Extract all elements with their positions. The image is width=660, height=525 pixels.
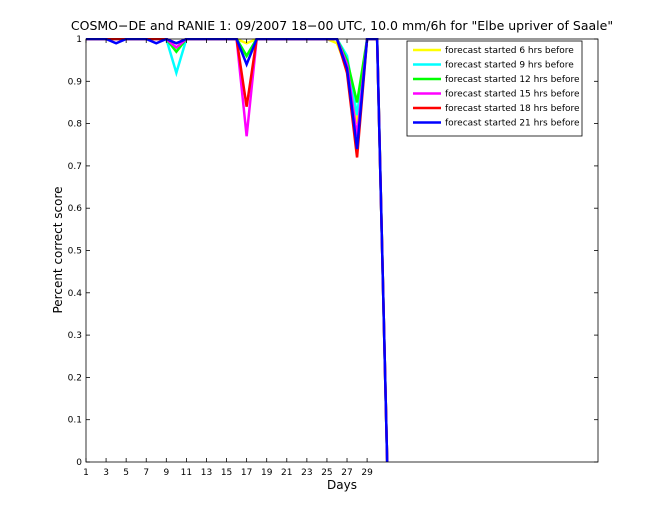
x-tick-label: 25 (321, 468, 332, 478)
x-axis-label: Days (327, 478, 357, 492)
x-tick-label: 7 (143, 468, 149, 478)
legend-label: forecast started 15 hrs before (445, 90, 580, 100)
y-tick-label: 0.9 (68, 77, 83, 87)
series-line-6 (86, 38, 389, 463)
legend-label: forecast started 18 hrs before (445, 104, 580, 114)
y-tick-label: 0.8 (68, 120, 83, 130)
x-tick-label: 9 (163, 468, 169, 478)
y-tick-label: 1 (76, 35, 82, 45)
legend-label: forecast started 12 hrs before (445, 75, 580, 85)
axis-ticks: 1 3 5 7 9 11 13 15 17 19 21 23 25 27 2900.10.20.30.40.… (68, 35, 598, 478)
x-tick-label: 11 (181, 468, 192, 478)
x-tick-label: 19 (261, 468, 273, 478)
y-axis-label: Percent correct score (51, 186, 65, 313)
x-tick-label: 15 (221, 468, 232, 478)
x-tick-label: 1 (83, 468, 89, 478)
series-line-3 (86, 38, 389, 463)
x-tick-label: 17 (241, 468, 252, 478)
legend-label: forecast started 9 hrs before (445, 61, 574, 71)
plot-lines (86, 38, 389, 463)
legend-box (406, 40, 583, 137)
y-tick-label: 0.1 (68, 416, 82, 426)
series-line-5 (86, 38, 389, 463)
legend: forecast started 6 hrs before forecast st… (406, 40, 583, 137)
series-line-2 (86, 38, 389, 463)
series-line-4 (86, 38, 389, 463)
legend-label: forecast started 6 hrs before (445, 46, 574, 56)
x-tick-label: 23 (301, 468, 312, 478)
x-tick-label: 21 (281, 468, 292, 478)
y-tick-label: 0.5 (68, 247, 82, 257)
y-tick-label: 0.4 (68, 289, 83, 299)
series-line-1 (86, 38, 389, 463)
legend-label: forecast started 21 hrs before (445, 119, 580, 129)
y-tick-label: 0.3 (68, 331, 82, 341)
y-tick-label: 0 (76, 458, 82, 468)
x-tick-label: 29 (361, 468, 373, 478)
chart-title: COSMO−DE and RANIE 1: 09/2007 18−00 UTC,… (71, 18, 613, 33)
x-tick-label: 3 (103, 468, 109, 478)
y-tick-label: 0.2 (68, 373, 82, 383)
x-tick-label: 13 (201, 468, 212, 478)
x-tick-label: 27 (341, 468, 352, 478)
y-tick-label: 0.6 (68, 204, 83, 214)
x-tick-label: 5 (123, 468, 129, 478)
y-tick-label: 0.7 (68, 162, 82, 172)
